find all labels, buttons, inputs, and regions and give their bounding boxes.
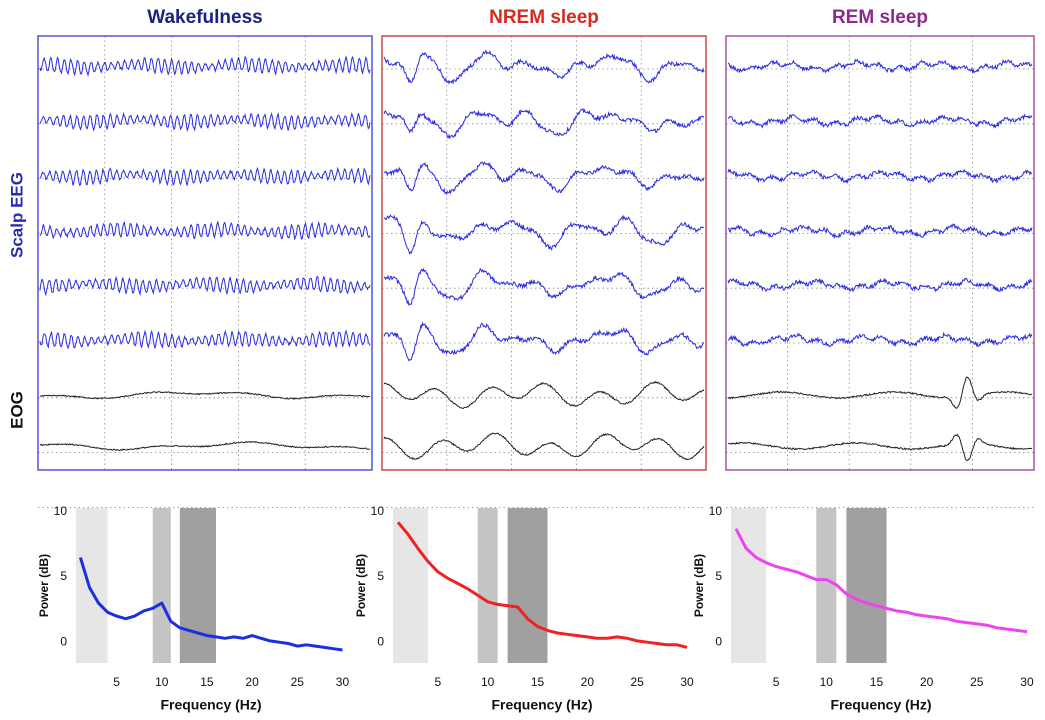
y-axis-label: Power (dB): [692, 554, 706, 617]
eeg-trace: [383, 267, 705, 307]
y-tick-label: 5: [715, 569, 722, 583]
frequency-band: [179, 508, 216, 663]
spectrum-line: [396, 521, 688, 649]
chart-title: REM sleep: [832, 7, 928, 28]
eeg-trace: [39, 329, 371, 350]
eog-trace: [727, 376, 1033, 410]
panel-frame: [381, 35, 707, 471]
frequency-band: [816, 508, 837, 663]
eeg-trace: [727, 277, 1033, 293]
eog-trace: [39, 440, 371, 452]
x-tick-label: 20: [581, 675, 595, 689]
x-tick-label: 30: [336, 675, 350, 689]
eeg-trace: [383, 49, 705, 85]
eeg-trace: [39, 166, 371, 187]
x-tick-label: 15: [870, 675, 884, 689]
chart-title: Wakefulness: [147, 7, 262, 28]
eog-trace: [727, 433, 1033, 462]
eeg-trace: [728, 58, 1033, 74]
x-tick-label: 20: [920, 675, 934, 689]
x-tick-label: 5: [113, 675, 120, 689]
spectrum-line: [734, 528, 1028, 634]
eog-trace: [383, 432, 705, 461]
y-tick-label: 10: [709, 504, 723, 518]
eeg-trace: [39, 275, 371, 297]
x-tick-label: 10: [820, 675, 834, 689]
x-tick-label: 5: [773, 675, 780, 689]
panel-frame: [725, 35, 1035, 471]
chart-title: NREM sleep: [489, 7, 599, 28]
x-tick-label: 25: [291, 675, 305, 689]
eeg-trace: [383, 161, 705, 195]
x-tick-label: 15: [531, 675, 545, 689]
eeg-trace: [727, 331, 1033, 348]
eeg-trace: [39, 220, 371, 241]
y-tick-label: 5: [377, 569, 384, 583]
x-tick-label: 10: [155, 675, 169, 689]
y-tick-label: 0: [715, 634, 722, 648]
frequency-band: [477, 508, 498, 663]
frequency-band: [846, 508, 887, 663]
x-tick-label: 10: [481, 675, 495, 689]
frequency-band: [507, 508, 548, 663]
x-axis-label: Frequency (Hz): [830, 697, 931, 713]
x-tick-label: 30: [680, 675, 694, 689]
x-tick-label: 30: [1020, 675, 1034, 689]
eog-trace: [39, 391, 371, 400]
eeg-trace: [39, 111, 371, 133]
x-tick-label: 25: [631, 675, 645, 689]
eeg-trace: [383, 321, 704, 362]
y-axis-label: Power (dB): [37, 554, 51, 617]
y-tick-label: 10: [54, 504, 68, 518]
frequency-band: [152, 508, 171, 663]
y-tick-label: 10: [371, 504, 385, 518]
y-tick-label: 0: [60, 634, 67, 648]
y-axis-label: Power (dB): [354, 554, 368, 617]
x-tick-label: 20: [245, 675, 259, 689]
row-label: EOG: [7, 391, 26, 429]
y-tick-label: 0: [377, 634, 384, 648]
x-tick-label: 15: [200, 675, 214, 689]
eeg-trace: [727, 223, 1033, 240]
eeg-trace: [727, 168, 1033, 185]
eeg-trace: [383, 214, 705, 256]
y-tick-label: 5: [60, 569, 67, 583]
x-tick-label: 25: [970, 675, 984, 689]
row-label: Scalp EEG: [7, 172, 26, 258]
frequency-band: [392, 508, 428, 663]
x-tick-label: 5: [435, 675, 442, 689]
eog-trace: [383, 380, 705, 410]
x-axis-label: Frequency (Hz): [160, 697, 261, 713]
eeg-trace: [727, 113, 1033, 129]
panel-frame: [37, 35, 373, 471]
frequency-band: [75, 508, 108, 663]
eeg-trace: [39, 55, 371, 77]
eeg-trace: [383, 107, 704, 140]
x-axis-label: Frequency (Hz): [491, 697, 592, 713]
spectrum-line: [78, 557, 343, 652]
frequency-band: [731, 508, 767, 663]
